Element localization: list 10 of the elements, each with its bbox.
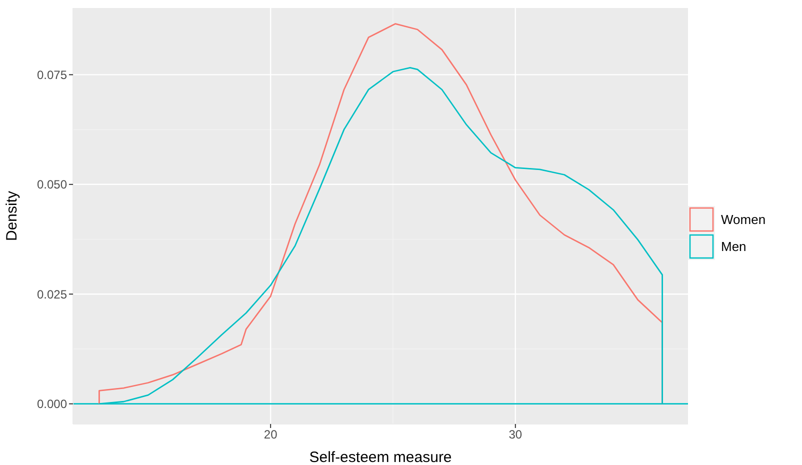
x-tick-label: 30	[508, 428, 522, 442]
y-tick-label: 0.025	[36, 287, 68, 302]
x-axis-title: Self-esteem measure	[309, 449, 452, 465]
legend-label: Women	[721, 212, 766, 226]
y-tick-label: 0.000	[36, 397, 68, 412]
y-tick-label: 0.075	[36, 68, 68, 82]
legend-label: Men	[721, 238, 746, 254]
x-tick-label: 20	[264, 428, 278, 442]
y-tick-label: 0.050	[36, 178, 68, 192]
y-axis-title: Density	[3, 190, 20, 242]
